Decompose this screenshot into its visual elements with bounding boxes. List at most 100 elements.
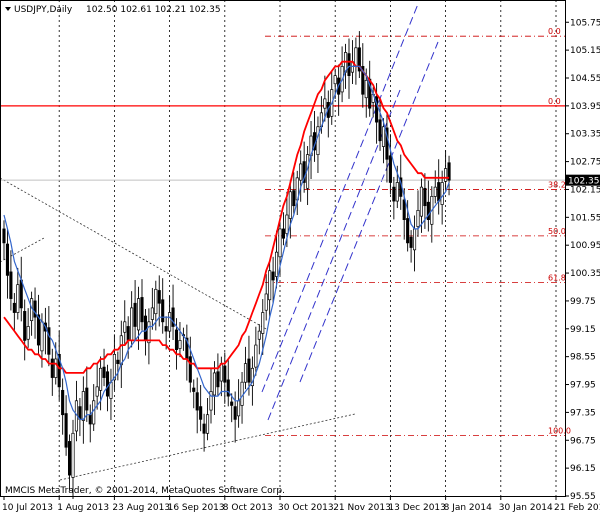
candle[interactable]	[261, 299, 265, 356]
y-tick-label: 100.95	[570, 241, 600, 251]
candle[interactable]	[188, 336, 192, 393]
y-tick-label: 97.35	[570, 408, 596, 418]
candle[interactable]	[271, 256, 275, 304]
trend-line[interactable]	[0, 177, 269, 331]
candle[interactable]	[247, 335, 251, 396]
fast-moving-average[interactable]	[3, 65, 450, 420]
candle[interactable]	[140, 279, 144, 331]
candle[interactable]	[275, 230, 279, 289]
candle[interactable]	[288, 179, 292, 239]
candle[interactable]	[147, 308, 151, 365]
chart-header: USDJPY,Daily 102.50 102.61 102.21 102.35	[5, 5, 221, 15]
candle[interactable]	[2, 220, 6, 260]
candle[interactable]	[444, 150, 448, 190]
y-tick-label: 100.35	[570, 269, 600, 279]
candle[interactable]	[433, 170, 437, 204]
candle[interactable]	[178, 322, 182, 358]
y-tick-label: 99.75	[570, 297, 596, 307]
y-tick-label: 105.15	[570, 46, 600, 56]
candle[interactable]	[268, 262, 272, 317]
candle[interactable]	[257, 324, 261, 355]
candle[interactable]	[164, 316, 168, 350]
candle[interactable]	[323, 75, 327, 122]
candle[interactable]	[61, 378, 65, 435]
candle[interactable]	[199, 384, 203, 432]
candle[interactable]	[161, 278, 165, 334]
candle[interactable]	[426, 180, 430, 232]
y-tick-label: 104.55	[570, 74, 600, 84]
dropdown-triangle-icon[interactable]	[5, 7, 11, 11]
candles[interactable]	[2, 31, 451, 500]
candle[interactable]	[85, 366, 89, 422]
candle[interactable]	[347, 38, 351, 99]
candle[interactable]	[9, 250, 13, 311]
candle[interactable]	[5, 228, 10, 299]
price-axis[interactable]: 105.75 105.15 104.55 103.95 103.35 102.75 102.…	[565, 18, 600, 502]
candle[interactable]	[243, 346, 248, 390]
fibonacci-levels[interactable]: 0.0 0.0 38.2 50.0 61.8 100.0	[265, 27, 571, 437]
candle[interactable]	[440, 170, 444, 225]
candle[interactable]	[299, 150, 303, 202]
candle[interactable]	[281, 212, 286, 246]
candle[interactable]	[133, 280, 137, 340]
candle[interactable]	[357, 31, 361, 78]
candle[interactable]	[81, 376, 85, 444]
candle[interactable]	[226, 359, 230, 407]
candle[interactable]	[171, 284, 175, 340]
candle[interactable]	[392, 176, 396, 220]
candle[interactable]	[381, 118, 386, 164]
candle[interactable]	[137, 286, 141, 350]
candle[interactable]	[116, 351, 120, 381]
candle[interactable]	[264, 273, 268, 321]
channel-line[interactable]	[299, 41, 439, 383]
candle[interactable]	[123, 300, 127, 345]
fibo-level-label: 100.0	[548, 427, 571, 436]
y-tick-label: 103.95	[570, 102, 600, 112]
candle[interactable]	[64, 395, 68, 456]
candle[interactable]	[112, 334, 116, 391]
candle[interactable]	[71, 419, 75, 500]
candle[interactable]	[385, 112, 389, 183]
candle[interactable]	[212, 361, 217, 415]
candle[interactable]	[361, 43, 365, 108]
candle[interactable]	[223, 352, 227, 404]
candle[interactable]	[254, 326, 258, 376]
candle[interactable]	[23, 299, 27, 361]
y-tick-label: 102.15	[570, 185, 600, 195]
x-tick-label: 30 Oct 2013	[278, 503, 334, 513]
channel-lines[interactable]	[261, 3, 439, 421]
candle[interactable]	[202, 413, 206, 452]
candle[interactable]	[409, 230, 413, 263]
candle[interactable]	[150, 287, 154, 330]
fibo-level-label: 38.2	[548, 180, 566, 189]
candle[interactable]	[26, 308, 30, 348]
channel-line[interactable]	[261, 3, 419, 393]
plot-frame	[0, 0, 566, 497]
candle[interactable]	[102, 348, 106, 387]
candle[interactable]	[378, 99, 382, 151]
candle[interactable]	[12, 293, 16, 331]
candle[interactable]	[292, 172, 296, 215]
symbol-title: USDJPY,Daily	[14, 5, 73, 15]
candle[interactable]	[447, 155, 451, 196]
candle[interactable]	[16, 267, 20, 320]
x-tick-label: 8 Jan 2014	[444, 503, 492, 513]
candle[interactable]	[192, 379, 196, 409]
candle[interactable]	[216, 353, 220, 396]
candle[interactable]	[36, 294, 41, 356]
candle[interactable]	[206, 398, 210, 441]
candle[interactable]	[105, 364, 110, 412]
candle[interactable]	[388, 134, 392, 195]
candle[interactable]	[195, 377, 199, 434]
candle[interactable]	[302, 141, 306, 193]
y-tick-label: 101.55	[570, 213, 600, 223]
candle[interactable]	[230, 393, 234, 423]
slow-moving-average[interactable]	[3, 60, 450, 374]
candle[interactable]	[50, 348, 54, 396]
candle[interactable]	[95, 363, 99, 410]
candle[interactable]	[57, 331, 61, 401]
candle[interactable]	[67, 434, 72, 491]
